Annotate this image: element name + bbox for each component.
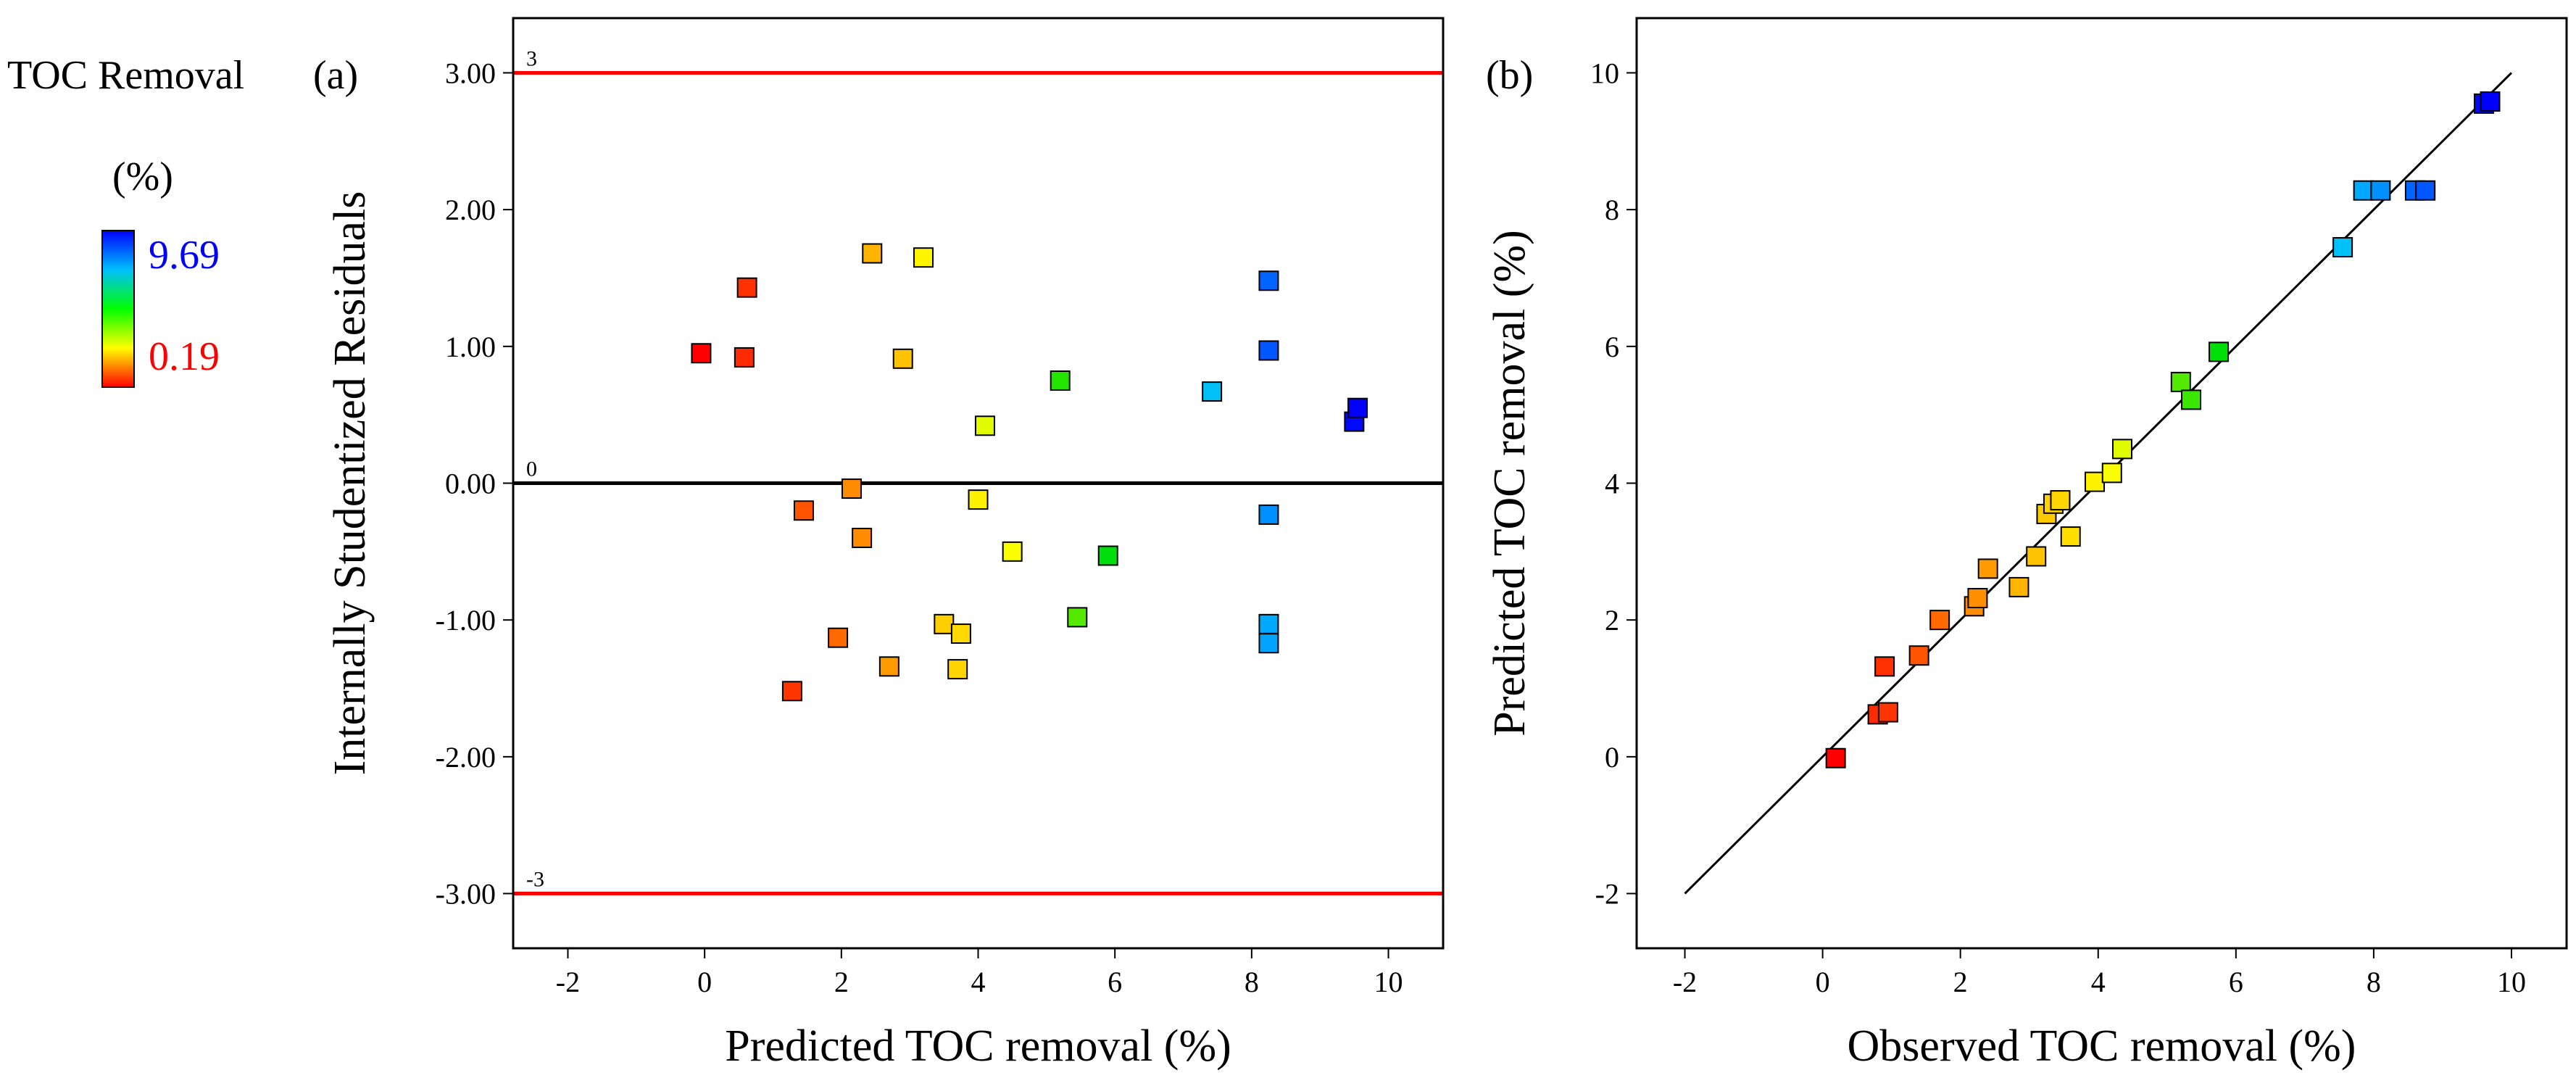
data-point bbox=[2332, 237, 2353, 258]
panel-a-x-tick-label: 10 bbox=[1374, 966, 1403, 998]
data-point bbox=[862, 243, 883, 264]
legend-title: TOC Removal bbox=[7, 53, 244, 98]
panel-a-label: (a) bbox=[313, 53, 358, 98]
data-point bbox=[2170, 371, 2191, 392]
panel-b-y-tick-label: 2 bbox=[1605, 604, 1619, 637]
panel-b-y-tick-label: 8 bbox=[1605, 194, 1619, 226]
legend-min-label: 0.19 bbox=[149, 334, 220, 379]
panel-a-x-tick-label: 4 bbox=[971, 966, 986, 998]
data-point bbox=[2050, 490, 2071, 511]
data-point bbox=[1929, 610, 1950, 631]
data-point bbox=[2353, 180, 2374, 201]
data-point bbox=[1258, 504, 1279, 525]
data-point bbox=[691, 343, 712, 364]
data-point bbox=[2209, 341, 2230, 362]
data-point bbox=[1258, 633, 1279, 654]
data-point bbox=[947, 659, 968, 680]
panel-a-y-tick-label: 1.00 bbox=[445, 331, 496, 363]
panel-a-y-tick-label: 3.00 bbox=[445, 57, 496, 89]
panel-b-y-tick-label: -2 bbox=[1595, 878, 1619, 911]
panel-b-y-tick-label: 6 bbox=[1605, 331, 1619, 363]
reference-line-label: -3 bbox=[526, 868, 544, 892]
data-point bbox=[2008, 576, 2029, 597]
panel-a-frame bbox=[512, 17, 1445, 950]
panel-a-x-tick-label: -2 bbox=[556, 966, 580, 998]
data-point bbox=[968, 489, 989, 510]
data-point bbox=[781, 681, 802, 702]
panel-a-y-tick-label: 2.00 bbox=[445, 194, 496, 226]
data-point bbox=[934, 613, 955, 634]
data-point bbox=[892, 348, 913, 369]
data-point bbox=[913, 247, 934, 268]
panel-b-x-tick-label: 6 bbox=[2229, 966, 2243, 998]
data-point bbox=[1202, 381, 1223, 402]
data-point bbox=[2370, 180, 2391, 201]
panel-b-y-tick-label: 4 bbox=[1605, 468, 1619, 500]
panel-b-x-tick-label: 4 bbox=[2091, 966, 2106, 998]
data-point bbox=[878, 656, 899, 677]
data-point bbox=[793, 500, 814, 521]
panel-b-x-tick-label: 10 bbox=[2497, 966, 2526, 998]
data-point bbox=[1967, 587, 1988, 608]
data-point bbox=[1347, 397, 1368, 418]
color-legend: TOC Removal (%) 9.69 0.19 bbox=[7, 53, 244, 388]
data-point bbox=[1067, 607, 1088, 628]
data-point bbox=[2060, 526, 2081, 547]
panel-b-x-tick-label: -2 bbox=[1673, 966, 1697, 998]
panel-a-x-axis-label: Predicted TOC removal (%) bbox=[725, 1021, 1231, 1071]
panel-b-y-axis-label: Predicted TOC removal (%) bbox=[1485, 230, 1534, 736]
panel-a-residuals-plot: (a) Internally Studentized Residuals Pre… bbox=[313, 17, 1445, 1071]
panel-a-x-tick-label: 0 bbox=[697, 966, 712, 998]
data-point bbox=[1877, 702, 1898, 723]
panel-b-y-tick-label: 0 bbox=[1605, 741, 1619, 774]
panel-b-x-axis-label: Observed TOC removal (%) bbox=[1848, 1021, 2356, 1071]
legend-title-unit: (%) bbox=[112, 154, 173, 199]
reference-line-label: 0 bbox=[526, 457, 537, 481]
data-point bbox=[2112, 439, 2133, 460]
panel-a-x-tick-label: 2 bbox=[834, 966, 849, 998]
data-point bbox=[1097, 545, 1118, 566]
data-point bbox=[734, 347, 755, 368]
reference-line-label: 3 bbox=[526, 46, 537, 70]
panel-a-y-tick-label: -1.00 bbox=[436, 604, 496, 637]
data-point bbox=[1908, 645, 1929, 666]
panel-a-y-tick-label: 0.00 bbox=[445, 468, 496, 500]
data-point bbox=[828, 627, 849, 648]
data-point bbox=[2181, 389, 2202, 410]
data-point bbox=[1258, 613, 1279, 634]
panel-b-x-tick-label: 2 bbox=[1953, 966, 1968, 998]
panel-a-x-tick-label: 6 bbox=[1108, 966, 1122, 998]
panel-a-y-tick-label: -3.00 bbox=[436, 878, 496, 911]
data-point bbox=[2480, 91, 2501, 112]
panel-a-y-tick-label: -2.00 bbox=[436, 741, 496, 774]
panel-b-frame bbox=[1635, 17, 2568, 950]
panel-b-label: (b) bbox=[1486, 53, 1533, 98]
legend-color-bar bbox=[101, 230, 135, 388]
data-point bbox=[841, 478, 862, 500]
data-point bbox=[950, 623, 971, 644]
data-point bbox=[2415, 180, 2436, 201]
data-point bbox=[1977, 558, 1998, 579]
panel-a-x-tick-label: 8 bbox=[1245, 966, 1259, 998]
panel-a-y-axis-label: Internally Studentized Residuals bbox=[325, 191, 375, 776]
data-point bbox=[1874, 656, 1895, 677]
data-point bbox=[852, 527, 873, 548]
data-point bbox=[1002, 541, 1023, 562]
data-point bbox=[1825, 747, 1846, 768]
data-point bbox=[2084, 471, 2105, 492]
data-point bbox=[974, 415, 995, 436]
legend-max-label: 9.69 bbox=[149, 233, 220, 278]
panel-b-x-tick-label: 0 bbox=[1816, 966, 1830, 998]
data-point bbox=[1050, 370, 1071, 391]
data-point bbox=[736, 277, 757, 298]
data-point bbox=[2101, 463, 2122, 484]
panel-b-parity-plot: (b) Predicted TOC removal (%) Observed T… bbox=[1485, 17, 2568, 1071]
data-point bbox=[1258, 340, 1279, 361]
data-point bbox=[1258, 270, 1279, 291]
panel-b-x-tick-label: 8 bbox=[2367, 966, 2381, 998]
data-point bbox=[2026, 546, 2047, 567]
panel-b-y-tick-label: 10 bbox=[1590, 57, 1619, 89]
